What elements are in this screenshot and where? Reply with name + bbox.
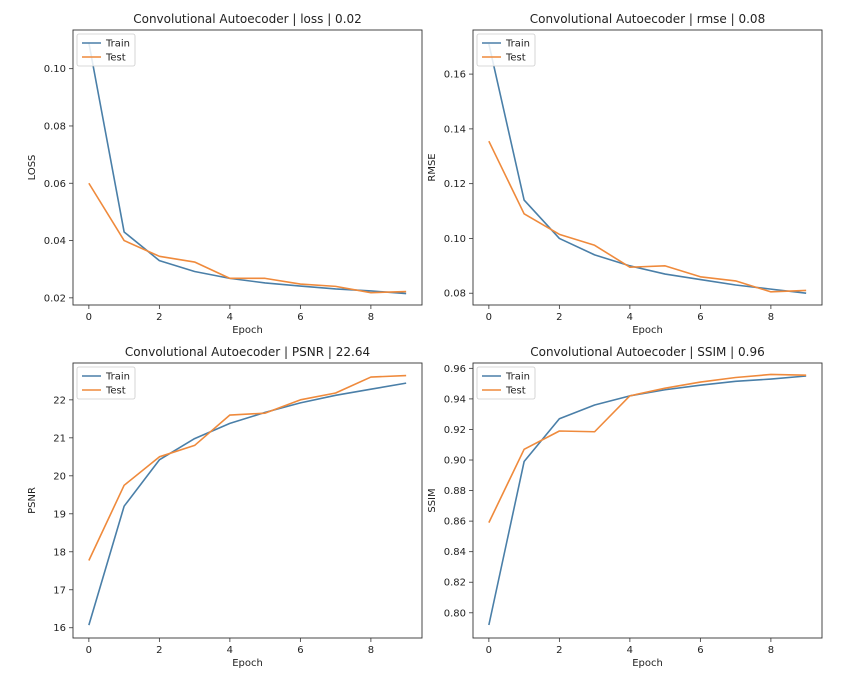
y-axis-label: SSIM: [427, 488, 438, 512]
y-tick-label: 0.14: [444, 124, 466, 135]
x-tick-label: 2: [156, 645, 162, 656]
y-axis-label: PSNR: [27, 487, 38, 514]
legend-box: [76, 366, 136, 400]
y-axis-label: RMSE: [427, 153, 438, 181]
legend-label-train: Train: [505, 39, 530, 50]
x-tick-label: 4: [627, 312, 633, 323]
x-axis-label: Epoch: [232, 658, 263, 669]
x-tick-label: 8: [368, 312, 374, 323]
y-tick-label: 0.02: [44, 293, 66, 304]
plot-frame: [472, 362, 823, 639]
x-tick-label: 6: [297, 645, 303, 656]
x-tick-label: 6: [697, 645, 703, 656]
y-tick-label: 0.84: [444, 547, 466, 558]
legend-label-train: Train: [105, 372, 130, 383]
legend: Train Test: [76, 366, 136, 400]
y-tick-label: 0.10: [44, 64, 66, 75]
x-tick-label: 8: [768, 312, 774, 323]
y-axis-label: LOSS: [27, 155, 38, 181]
subplot-2: Convolutional Autoecoder | rmse | 0.08 0 2…: [427, 12, 823, 336]
x-tick-label: 4: [227, 312, 233, 323]
series-line-train: [488, 43, 807, 295]
x-tick-label: 2: [556, 645, 562, 656]
y-tick-label: 0.86: [444, 517, 466, 528]
x-tick-label: 8: [368, 645, 374, 656]
plot-frame: [472, 29, 823, 306]
y-tick-label: 0.88: [444, 486, 466, 497]
x-tick-label: 4: [627, 645, 633, 656]
y-tick-label: 0.10: [444, 234, 466, 245]
y-tick-label: 0.08: [444, 289, 466, 300]
x-tick-label: 8: [768, 645, 774, 656]
y-tick-label: 0.90: [444, 456, 466, 467]
subplot-title: Convolutional Autoecoder | SSIM | 0.96: [530, 345, 765, 359]
x-tick-label: 4: [227, 645, 233, 656]
subplot-title: Convolutional Autoecoder | loss | 0.02: [133, 12, 362, 26]
x-axis-label: Epoch: [632, 325, 663, 336]
subplot-4: Convolutional Autoecoder | SSIM | 0.96 0 2…: [427, 345, 823, 669]
legend-label-train: Train: [105, 39, 130, 50]
y-tick-label: 0.82: [444, 578, 466, 589]
y-tick-label: 0.16: [444, 70, 466, 81]
plot-frame: [72, 362, 423, 639]
series-line-test: [488, 373, 807, 523]
subplot-1: Convolutional Autoecoder | loss | 0.02 0 2…: [27, 12, 423, 336]
series-line-train: [88, 382, 407, 626]
subplot-title: Convolutional Autoecoder | PSNR | 22.64: [125, 345, 370, 359]
plot-frame: [72, 29, 423, 306]
y-tick-label: 0.80: [444, 608, 466, 619]
y-tick-label: 0.06: [44, 179, 66, 190]
y-tick-label: 16: [53, 623, 66, 634]
y-tick-label: 18: [53, 547, 66, 558]
x-tick-label: 0: [486, 645, 492, 656]
legend: Train Test: [476, 33, 536, 67]
legend-box: [76, 33, 136, 67]
x-tick-label: 6: [697, 312, 703, 323]
y-tick-label: 0.04: [44, 236, 66, 247]
x-tick-label: 2: [156, 312, 162, 323]
y-tick-label: 22: [53, 395, 66, 406]
x-tick-label: 0: [486, 312, 492, 323]
x-tick-label: 0: [86, 645, 92, 656]
y-tick-label: 0.96: [444, 364, 466, 375]
x-axis-label: Epoch: [632, 658, 663, 669]
subplot-3: Convolutional Autoecoder | PSNR | 22.64 0…: [27, 345, 423, 669]
legend-label-train: Train: [505, 372, 530, 383]
y-tick-label: 19: [53, 509, 66, 520]
legend-label-test: Test: [105, 53, 126, 64]
legend: Train Test: [76, 33, 136, 67]
y-tick-label: 17: [53, 585, 66, 596]
x-tick-label: 2: [556, 312, 562, 323]
legend-box: [476, 366, 536, 400]
series-line-test: [88, 182, 407, 294]
x-tick-label: 6: [297, 312, 303, 323]
x-tick-label: 0: [86, 312, 92, 323]
series-line-train: [88, 42, 407, 295]
y-tick-label: 20: [53, 471, 66, 482]
series-line-test: [88, 374, 407, 561]
legend-label-test: Test: [505, 386, 526, 397]
y-tick-label: 0.92: [444, 425, 466, 436]
y-tick-label: 0.94: [444, 394, 466, 405]
legend-label-test: Test: [505, 53, 526, 64]
subplot-title: Convolutional Autoecoder | rmse | 0.08: [530, 12, 765, 26]
x-axis-label: Epoch: [232, 325, 263, 336]
legend: Train Test: [476, 366, 536, 400]
y-tick-label: 0.12: [444, 179, 466, 190]
legend-box: [476, 33, 536, 67]
legend-label-test: Test: [105, 386, 126, 397]
y-tick-label: 21: [53, 433, 66, 444]
series-line-test: [488, 140, 807, 293]
series-line-train: [488, 375, 807, 626]
y-tick-label: 0.08: [44, 121, 66, 132]
